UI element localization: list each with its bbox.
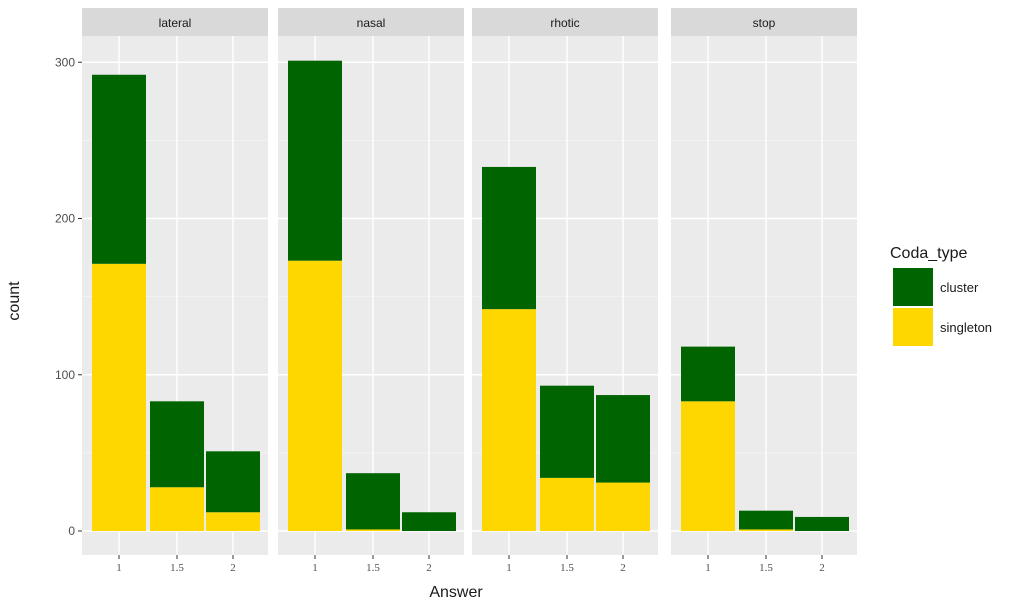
- facet-strip: [671, 8, 857, 36]
- bar-singleton-stop-1.5: [739, 529, 793, 531]
- bar-singleton-nasal-1.5: [346, 529, 400, 531]
- bar-singleton-lateral-2: [206, 512, 260, 531]
- legend: Coda_type cluster singleton: [890, 245, 992, 346]
- y-tick-label: 200: [55, 212, 75, 226]
- bar-singleton-lateral-1.5: [150, 487, 204, 531]
- legend-key-cluster: [893, 268, 933, 306]
- bar-singleton-lateral-1: [92, 263, 146, 531]
- x-tick-label: 1: [116, 562, 122, 574]
- bar-cluster-rhotic-1: [482, 166, 536, 310]
- y-tick-label: 100: [55, 368, 75, 382]
- x-tick-label: 1.5: [170, 562, 184, 574]
- bar-cluster-lateral-1: [92, 74, 146, 264]
- facet-strip-label: nasal: [357, 16, 386, 30]
- bar-singleton-rhotic-1.5: [540, 477, 594, 531]
- bar-cluster-nasal-2: [402, 512, 456, 531]
- x-tick-label: 1: [705, 562, 711, 574]
- x-tick-label: 1.5: [366, 562, 380, 574]
- x-tick-label: 1: [506, 562, 512, 574]
- facet-strip: [278, 8, 464, 36]
- legend-key-singleton: [893, 308, 933, 346]
- bar-cluster-lateral-2: [206, 451, 260, 513]
- facet-strip: [82, 8, 268, 36]
- facet-strip-label: lateral: [159, 16, 192, 30]
- panels: lateral 1 1.5 2 nasal 1 1.5 2 rhotic 1 1.5 2 stop 1 1.…: [82, 8, 857, 574]
- bar-cluster-stop-2: [795, 516, 849, 531]
- bar-cluster-rhotic-2: [596, 395, 650, 483]
- facet-panel-lateral: lateral 1 1.5 2: [82, 8, 268, 574]
- facet-strip-label: stop: [753, 16, 776, 30]
- y-tick-label: 0: [68, 524, 75, 538]
- x-tick-label: 2: [620, 562, 626, 574]
- bar-singleton-stop-1: [681, 401, 735, 531]
- x-axis-title: Answer: [429, 584, 483, 601]
- legend-title: Coda_type: [890, 245, 967, 262]
- x-tick-label: 1.5: [759, 562, 773, 574]
- x-tick-label: 2: [230, 562, 236, 574]
- bar-singleton-nasal-1: [288, 260, 342, 531]
- legend-label-singleton: singleton: [940, 320, 992, 335]
- bar-singleton-rhotic-2: [596, 482, 650, 531]
- facet-strip: [472, 8, 658, 36]
- bar-cluster-nasal-1: [288, 60, 342, 261]
- x-tick-label: 2: [426, 562, 432, 574]
- facet-strip-label: rhotic: [550, 16, 579, 30]
- y-tick-label: 300: [55, 55, 75, 69]
- x-tick-label: 1: [312, 562, 318, 574]
- bar-cluster-stop-1.5: [739, 510, 793, 530]
- bar-cluster-stop-1: [681, 346, 735, 402]
- y-axis: 0 100 200 300: [55, 55, 82, 538]
- facet-panel-nasal: nasal 1 1.5 2: [278, 8, 464, 574]
- facet-panel-stop: stop 1 1.5 2: [671, 8, 857, 574]
- bar-cluster-lateral-1.5: [150, 401, 204, 488]
- legend-label-cluster: cluster: [940, 280, 979, 295]
- x-tick-label: 1.5: [560, 562, 574, 574]
- y-axis-title: count: [6, 281, 23, 321]
- facet-panel-rhotic: rhotic 1 1.5 2: [472, 8, 658, 574]
- bar-cluster-nasal-1.5: [346, 473, 400, 530]
- x-tick-label: 2: [819, 562, 825, 574]
- bar-cluster-rhotic-1.5: [540, 385, 594, 478]
- bar-singleton-rhotic-1: [482, 309, 536, 531]
